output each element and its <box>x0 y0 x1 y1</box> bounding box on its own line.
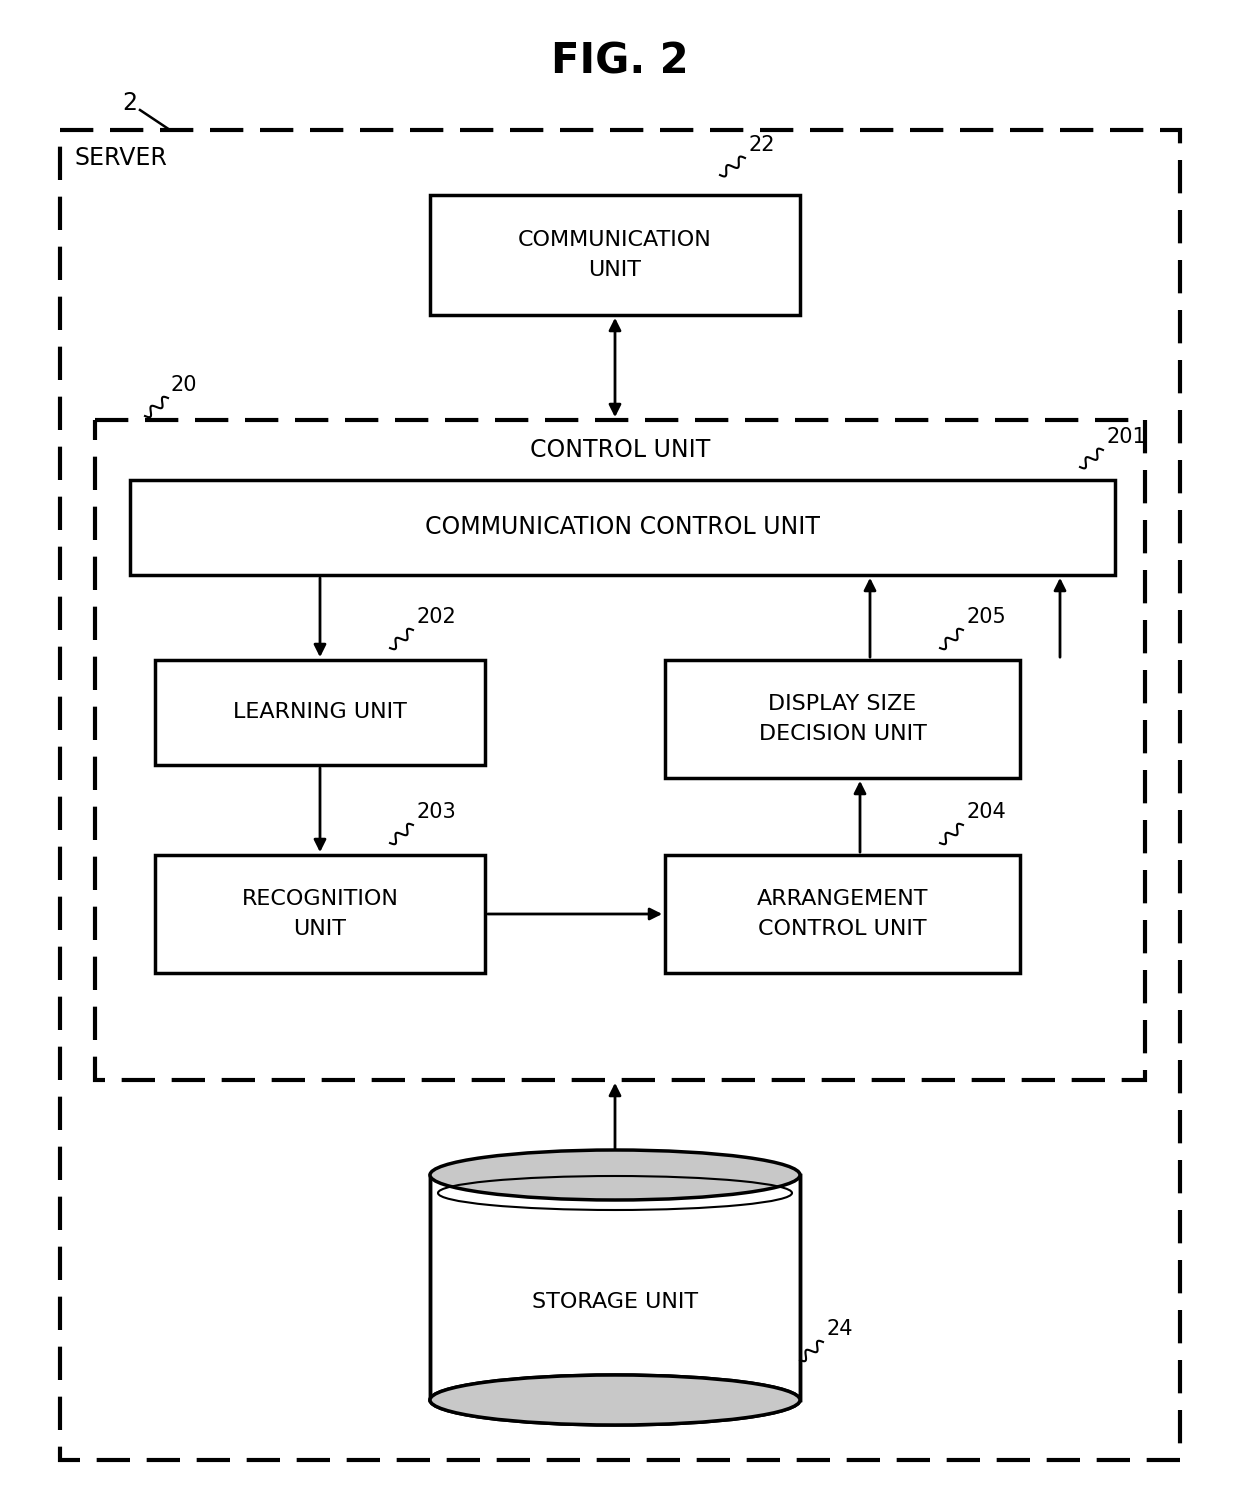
Text: 205: 205 <box>966 607 1006 627</box>
Text: COMMUNICATION
UNIT: COMMUNICATION UNIT <box>518 230 712 279</box>
Bar <box>155 660 485 766</box>
Bar <box>95 420 1145 1080</box>
Bar <box>155 855 485 972</box>
Text: 22: 22 <box>748 134 775 156</box>
Text: 202: 202 <box>415 607 456 627</box>
Bar <box>430 1175 800 1400</box>
Ellipse shape <box>430 1151 800 1200</box>
Text: 20: 20 <box>171 374 197 396</box>
Text: ARRANGEMENT
CONTROL UNIT: ARRANGEMENT CONTROL UNIT <box>756 889 929 939</box>
Text: 2: 2 <box>123 91 138 115</box>
Bar <box>430 1175 800 1400</box>
Text: FIG. 2: FIG. 2 <box>552 41 688 83</box>
Bar <box>665 660 1021 778</box>
Text: STORAGE UNIT: STORAGE UNIT <box>532 1293 698 1312</box>
Bar <box>430 195 800 316</box>
Ellipse shape <box>430 1376 800 1425</box>
Text: 203: 203 <box>415 802 456 821</box>
Text: 204: 204 <box>966 802 1006 821</box>
Text: RECOGNITION
UNIT: RECOGNITION UNIT <box>242 889 398 939</box>
Ellipse shape <box>430 1376 800 1425</box>
Bar <box>60 130 1180 1460</box>
Text: CONTROL UNIT: CONTROL UNIT <box>529 438 711 462</box>
Bar <box>665 855 1021 972</box>
Text: 201: 201 <box>1106 427 1146 447</box>
Text: 24: 24 <box>826 1320 853 1339</box>
Text: LEARNING UNIT: LEARNING UNIT <box>233 702 407 722</box>
Text: DISPLAY SIZE
DECISION UNIT: DISPLAY SIZE DECISION UNIT <box>759 695 926 744</box>
Bar <box>130 480 1115 575</box>
Text: COMMUNICATION CONTROL UNIT: COMMUNICATION CONTROL UNIT <box>425 515 820 539</box>
Text: SERVER: SERVER <box>74 146 167 171</box>
